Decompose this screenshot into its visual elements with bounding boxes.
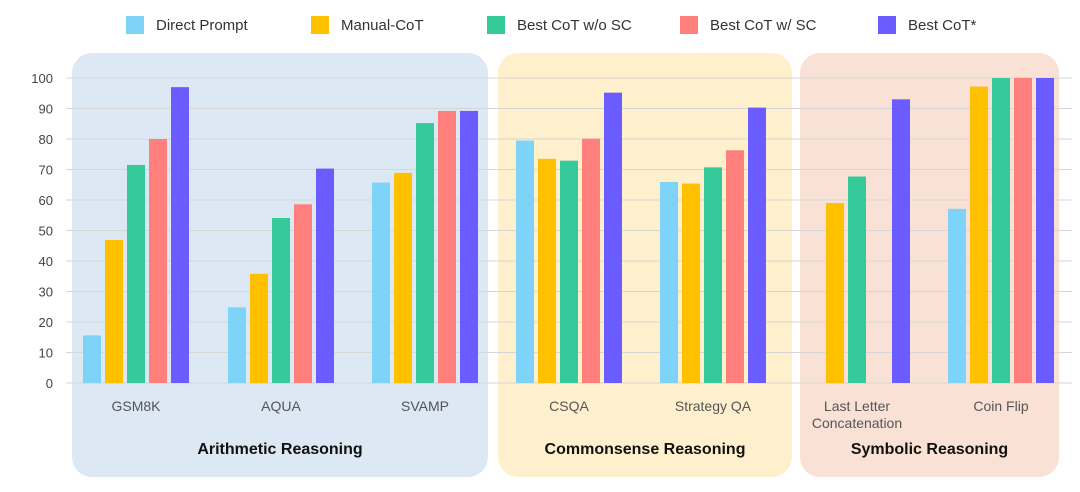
bar-aqua-best-cot <box>316 168 334 383</box>
legend-item-best-cot: Best CoT* <box>878 16 976 34</box>
legend-swatch <box>311 16 329 34</box>
bar-strategy-qa-best-cot-w-sc <box>726 150 744 383</box>
category-label-line: Coin Flip <box>973 398 1028 414</box>
group-title-symbolic-reasoning: Symbolic Reasoning <box>851 441 1008 458</box>
bar-last-letter-concatenation-best-cot-w-o-sc <box>848 176 866 383</box>
y-tick-label-100: 100 <box>31 71 53 86</box>
category-label-strategy-qa: Strategy QA <box>675 398 752 414</box>
bar-coin-flip-best-cot-w-sc <box>1014 78 1032 383</box>
legend-label: Best CoT w/o SC <box>517 16 632 34</box>
bar-gsm8k-best-cot-w-o-sc <box>127 164 145 383</box>
y-tick-label-50: 50 <box>39 224 53 239</box>
y-tick-label-70: 70 <box>39 163 53 178</box>
bar-csqa-manual-cot <box>538 158 556 383</box>
bar-svamp-best-cot-w-sc <box>438 110 456 383</box>
bar-svamp-direct-prompt <box>372 182 390 383</box>
bar-gsm8k-direct-prompt <box>83 335 101 383</box>
category-label-svamp: SVAMP <box>401 398 449 414</box>
bar-last-letter-concatenation-best-cot <box>892 99 910 383</box>
category-label-line: Strategy QA <box>675 398 752 414</box>
category-label-line: Concatenation <box>812 415 902 431</box>
legend-item-manual-cot: Manual-CoT <box>311 16 424 34</box>
bar-svamp-best-cot-w-o-sc <box>416 123 434 383</box>
legend-label: Best CoT w/ SC <box>710 16 817 34</box>
bar-coin-flip-best-cot <box>1036 78 1054 383</box>
y-tick-label-90: 90 <box>39 102 53 117</box>
category-label-gsm8k: GSM8K <box>111 398 161 414</box>
legend-swatch <box>878 16 896 34</box>
bar-strategy-qa-direct-prompt <box>660 182 678 383</box>
category-label-line: GSM8K <box>111 398 161 414</box>
legend-swatch <box>126 16 144 34</box>
category-label-coin-flip: Coin Flip <box>973 398 1028 414</box>
bar-coin-flip-direct-prompt <box>948 208 966 383</box>
bar-csqa-direct-prompt <box>516 140 534 383</box>
bar-aqua-direct-prompt <box>228 307 246 383</box>
group-title-arithmetic-reasoning: Arithmetic Reasoning <box>197 441 362 458</box>
bar-gsm8k-manual-cot <box>105 239 123 383</box>
legend-item-best-cot-w-o-sc: Best CoT w/o SC <box>487 16 632 34</box>
legend-label: Manual-CoT <box>341 16 424 34</box>
bar-svamp-manual-cot <box>394 172 412 383</box>
category-label-line: Last Letter <box>824 398 890 414</box>
legend: Direct Prompt Manual-CoT Best CoT w/o SC Be… <box>0 16 1080 42</box>
bar-strategy-qa-best-cot-w-o-sc <box>704 167 722 383</box>
bar-csqa-best-cot <box>604 92 622 383</box>
bar-aqua-manual-cot <box>250 273 268 383</box>
bar-last-letter-concatenation-manual-cot <box>826 203 844 383</box>
bar-aqua-best-cot-w-o-sc <box>272 217 290 383</box>
y-tick-label-10: 10 <box>39 346 53 361</box>
y-tick-label-80: 80 <box>39 132 53 147</box>
category-label-line: CSQA <box>549 398 589 414</box>
y-tick-label-20: 20 <box>39 315 53 330</box>
legend-swatch <box>680 16 698 34</box>
y-tick-label-60: 60 <box>39 193 53 208</box>
legend-label: Best CoT* <box>908 16 977 34</box>
category-label-aqua: AQUA <box>261 398 301 414</box>
bar-svamp-best-cot <box>460 110 478 383</box>
category-label-line: AQUA <box>261 398 301 414</box>
category-label-csqa: CSQA <box>549 398 589 414</box>
bar-aqua-best-cot-w-sc <box>294 204 312 383</box>
legend-swatch <box>487 16 505 34</box>
y-tick-label-30: 30 <box>39 285 53 300</box>
legend-item-direct-prompt: Direct Prompt <box>126 16 248 34</box>
bar-csqa-best-cot-w-sc <box>582 138 600 383</box>
group-title-commonsense-reasoning: Commonsense Reasoning <box>545 441 746 458</box>
category-label-last-letter-concatenation: Last Letter Concatenation <box>812 398 902 431</box>
y-tick-label-0: 0 <box>46 376 53 391</box>
legend-item-best-cot-w-sc: Best CoT w/ SC <box>680 16 816 34</box>
bar-strategy-qa-best-cot <box>748 107 766 384</box>
legend-label: Direct Prompt <box>156 16 248 34</box>
bar-coin-flip-best-cot-w-o-sc <box>992 78 1010 383</box>
bar-coin-flip-manual-cot <box>970 86 988 383</box>
bar-gsm8k-best-cot <box>171 87 189 384</box>
y-tick-label-40: 40 <box>39 254 53 269</box>
bar-gsm8k-best-cot-w-sc <box>149 139 167 383</box>
category-label-line: SVAMP <box>401 398 449 414</box>
bar-strategy-qa-manual-cot <box>682 183 700 383</box>
bar-csqa-best-cot-w-o-sc <box>560 160 578 383</box>
